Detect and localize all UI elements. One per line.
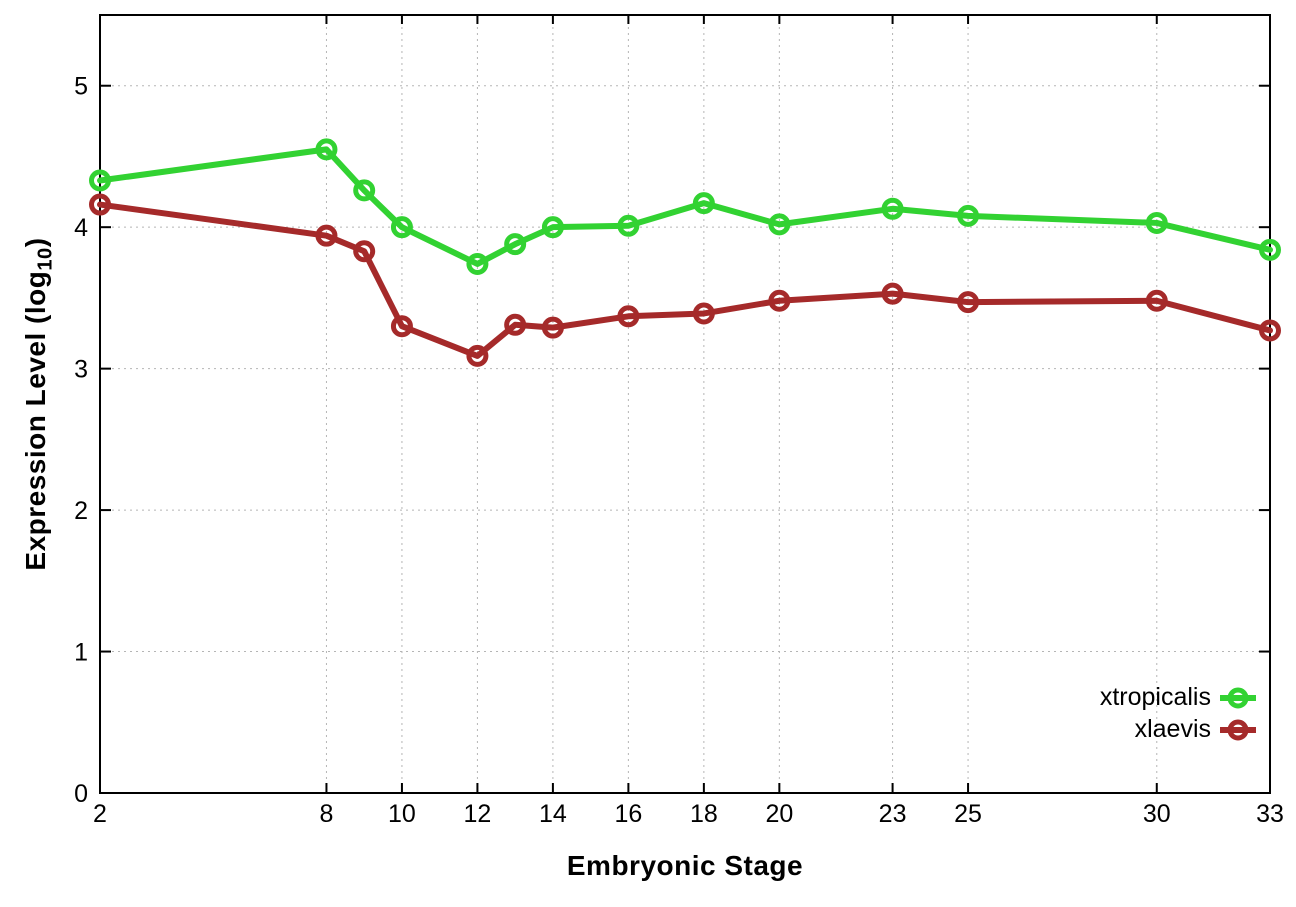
data-point-xlaevis: [881, 282, 904, 305]
plot-border: [99, 14, 1271, 794]
x-tick-label: 10: [388, 800, 416, 828]
data-point-xlaevis: [768, 289, 791, 312]
legend-item-xlaevis: xlaevis: [1135, 716, 1256, 743]
data-point-xlaevis: [89, 193, 111, 216]
legend-label-xtropicalis: xtropicalis: [1099, 683, 1211, 711]
y-tick-label: 5: [74, 73, 88, 101]
y-tick-label: 0: [74, 780, 88, 808]
series-line-xlaevis: [97, 201, 1273, 359]
data-point-xtropicalis: [315, 138, 338, 161]
data-point-xtropicalis: [692, 192, 715, 215]
x-tick-label: 16: [614, 800, 642, 828]
legend-label-xlaevis: xlaevis: [1134, 715, 1211, 743]
data-point-xtropicalis: [466, 252, 489, 275]
data-point-xtropicalis: [881, 197, 904, 220]
data-point-xtropicalis: [957, 204, 980, 227]
x-tick-label: 20: [765, 800, 793, 828]
legend-item-xtropicalis: xtropicalis: [1100, 684, 1256, 711]
data-point-xlaevis: [617, 305, 640, 328]
xlaevis-marker-icon: [1220, 716, 1256, 743]
y-axis-title-suffix: ): [20, 237, 51, 248]
x-tick-label: 23: [879, 800, 907, 828]
data-point-xlaevis: [1145, 289, 1168, 312]
legend: xtropicalis xlaevis: [1100, 684, 1256, 743]
y-tick-label: 2: [74, 497, 88, 525]
y-tick-label: 4: [74, 214, 88, 242]
data-point-xtropicalis: [504, 233, 527, 256]
y-axis-title: Expression Level (log10): [20, 237, 57, 571]
y-tick-label: 3: [74, 356, 88, 384]
open-circle-icon: [1227, 687, 1249, 708]
data-point-xlaevis: [315, 224, 338, 247]
data-point-xlaevis: [1259, 319, 1281, 342]
xtropicalis-marker-icon: [1220, 684, 1256, 711]
data-point-xtropicalis: [1145, 211, 1168, 234]
x-axis-title: Embryonic Stage: [566, 850, 804, 881]
series-line-xtropicalis: [97, 146, 1273, 267]
x-tick-label: 18: [690, 800, 718, 828]
x-tick-label: 33: [1256, 800, 1284, 828]
x-tick-label: 14: [539, 800, 567, 828]
data-point-xlaevis: [504, 313, 527, 336]
open-circle-icon: [1227, 719, 1249, 740]
y-axis-title-text: Expression Level (log: [20, 270, 51, 571]
x-tick-label: 25: [954, 800, 982, 828]
data-point-xtropicalis: [353, 179, 376, 202]
data-point-xtropicalis: [541, 216, 564, 239]
y-axis-title-subscript: 10: [34, 247, 57, 271]
x-tick-label: 2: [93, 800, 107, 828]
data-point-xtropicalis: [768, 213, 791, 236]
x-tick-label: 30: [1143, 800, 1171, 828]
data-point-xlaevis: [541, 316, 564, 339]
data-point-xlaevis: [353, 240, 376, 263]
data-point-xtropicalis: [390, 216, 413, 239]
data-point-xlaevis: [957, 291, 980, 314]
x-tick-label: 12: [464, 800, 492, 828]
data-point-xlaevis: [466, 344, 489, 367]
data-point-xlaevis: [692, 302, 715, 325]
data-point-xtropicalis: [617, 214, 640, 237]
y-tick-label: 1: [74, 639, 88, 667]
data-point-xlaevis: [390, 315, 413, 338]
x-tick-label: 8: [319, 800, 333, 828]
data-point-xtropicalis: [89, 169, 111, 192]
data-point-xtropicalis: [1259, 238, 1281, 261]
